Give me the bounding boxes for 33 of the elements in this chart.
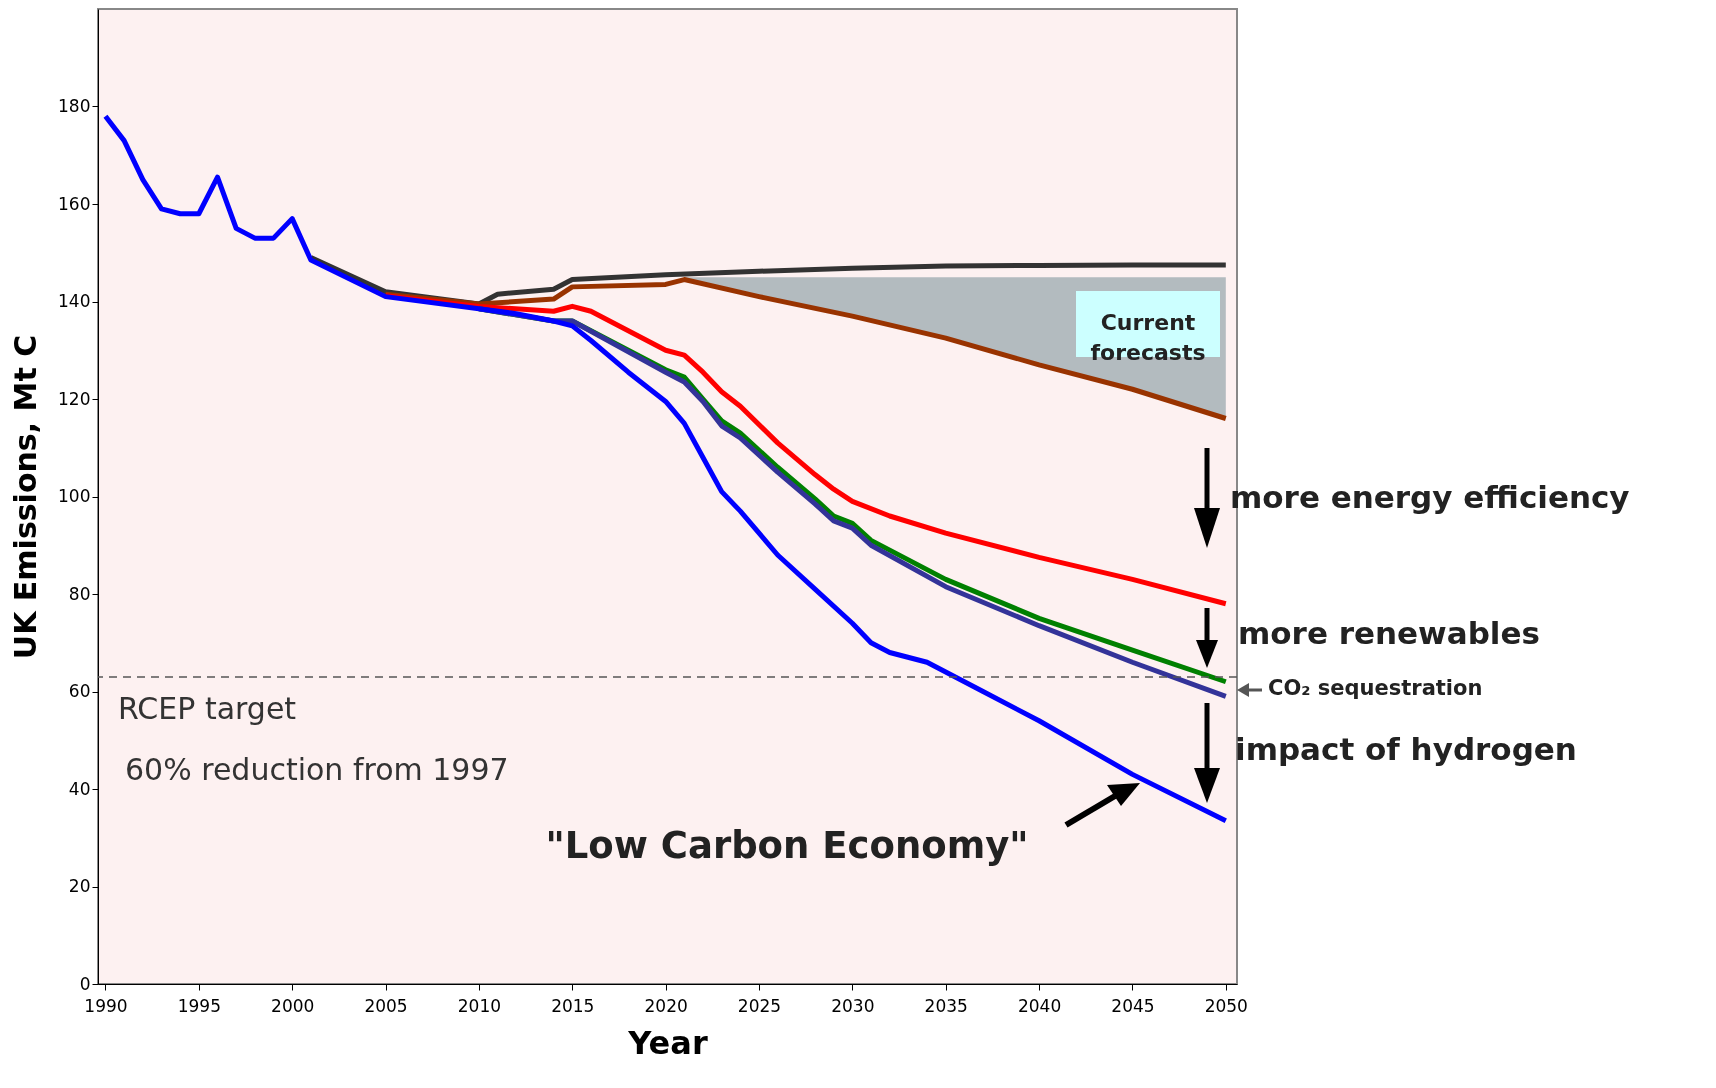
y-tick-label: 20 xyxy=(68,876,91,896)
x-tick-label: 2040 xyxy=(1017,995,1062,1016)
annotation: impact of hydrogen xyxy=(1235,731,1577,767)
x-tick-label: 2010 xyxy=(457,995,502,1016)
y-tick-label: 180 xyxy=(58,96,91,116)
x-tick-label: 2025 xyxy=(737,995,782,1016)
text: more renewables xyxy=(1238,615,1540,651)
x-tick-label: 2020 xyxy=(644,995,688,1016)
ref-line-label: RCEP target xyxy=(118,690,297,726)
y-tick-label: 140 xyxy=(58,291,91,311)
y-tick-label: 60 xyxy=(68,681,91,701)
x-tick-label: 1990 xyxy=(84,995,128,1016)
y-tick-label: 40 xyxy=(68,778,91,799)
annotation: Current forecasts xyxy=(1090,310,1206,365)
x-tick-label: 2050 xyxy=(1204,995,1248,1016)
x-tick-label: 2035 xyxy=(924,995,968,1016)
y-tick-label: 80 xyxy=(68,583,91,604)
x-axis-title: Year xyxy=(627,1023,708,1062)
annotation: "Low Carbon Economy" xyxy=(545,824,1029,867)
annotation: 60% reduction from 1997 xyxy=(125,752,509,787)
x-tick-label: 2005 xyxy=(364,995,408,1016)
y-tick-label: 120 xyxy=(58,388,91,409)
annotation: more energy efficiency xyxy=(1230,479,1630,515)
x-tick-label: 2000 xyxy=(271,995,315,1016)
x-tick-label: 2015 xyxy=(551,995,595,1016)
y-tick-label: 160 xyxy=(58,193,91,214)
text: CO₂ sequestration xyxy=(1268,676,1483,700)
x-tick-label: 2030 xyxy=(831,995,875,1016)
x-tick-label: 2045 xyxy=(1111,995,1155,1016)
y-axis-title: UK Emissions, Mt C xyxy=(8,334,44,660)
x-tick-label: 1995 xyxy=(177,995,221,1016)
y-tick-label: 0 xyxy=(79,973,91,994)
y-tick-label: 100 xyxy=(58,486,91,506)
